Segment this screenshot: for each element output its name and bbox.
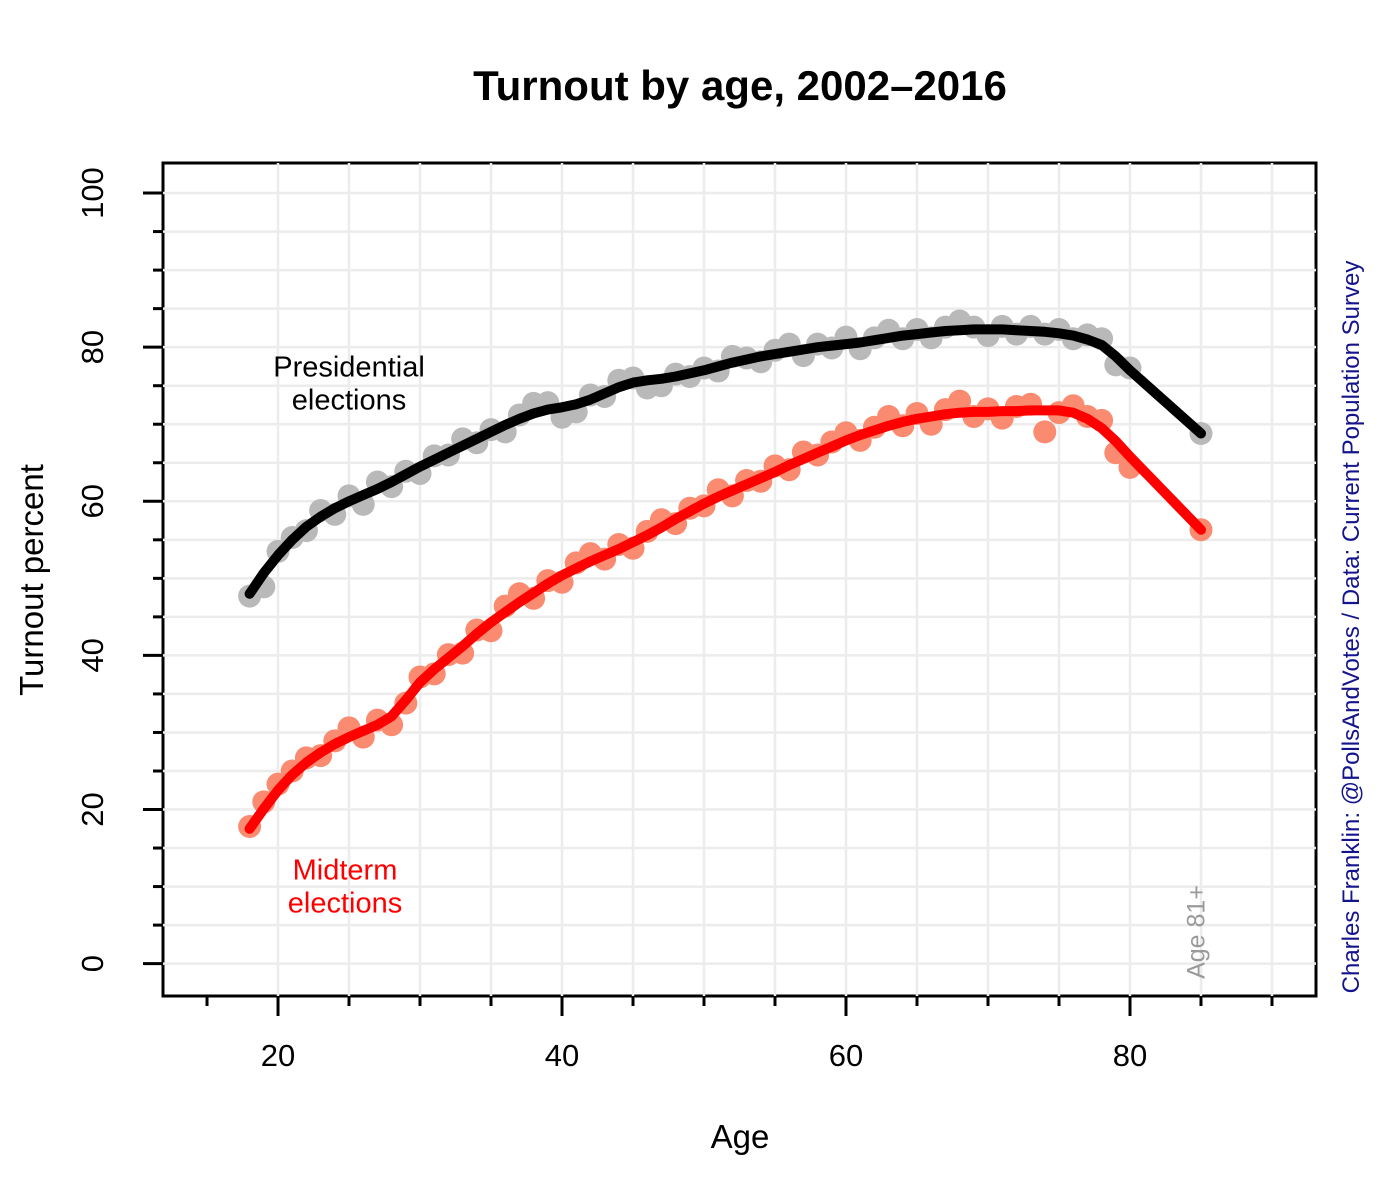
midterm-point	[948, 389, 972, 413]
annotation-line: elections	[291, 385, 407, 417]
midterm-series-label: Midterm elections	[288, 855, 402, 922]
midterm-loess-line	[244, 405, 1206, 834]
y-tick-label: 40	[75, 638, 110, 672]
chart-title: Turnout by age, 2002–2016	[473, 62, 1007, 109]
y-tick-label: 100	[75, 167, 110, 219]
presidential-series-label: Presidential elections	[273, 352, 425, 419]
annotation-line: Presidential	[273, 351, 425, 384]
y-tick-labels: 0 20 40 60 80 100	[75, 167, 110, 972]
midterm-point	[1033, 420, 1057, 444]
source-caption: Charles Franklin: @PollsAndVotes / Data:…	[1338, 260, 1365, 994]
series-midterm-line	[244, 405, 1206, 834]
x-tick-label: 20	[261, 1038, 295, 1073]
x-tick-label: 40	[545, 1038, 579, 1073]
x-tick-label: 60	[829, 1038, 863, 1073]
annotation-line: elections	[287, 888, 403, 920]
annotation-line: Midterm	[292, 854, 398, 887]
x-axis-label: Age	[710, 1118, 770, 1155]
age-81-plus-note: Age 81+	[1182, 885, 1211, 979]
y-tick-label: 20	[75, 792, 110, 826]
series-presidential-line	[244, 324, 1206, 599]
y-tick-label: 60	[75, 484, 110, 518]
y-tick-label: 0	[75, 955, 110, 972]
axis-ticks	[143, 191, 1274, 1016]
x-tick-label: 80	[1113, 1038, 1147, 1073]
y-axis-label: Turnout percent	[13, 464, 50, 696]
y-tick-label: 80	[75, 330, 110, 364]
presidential-loess-line	[244, 324, 1206, 599]
x-tick-labels: 20 40 60 80	[261, 1038, 1147, 1073]
